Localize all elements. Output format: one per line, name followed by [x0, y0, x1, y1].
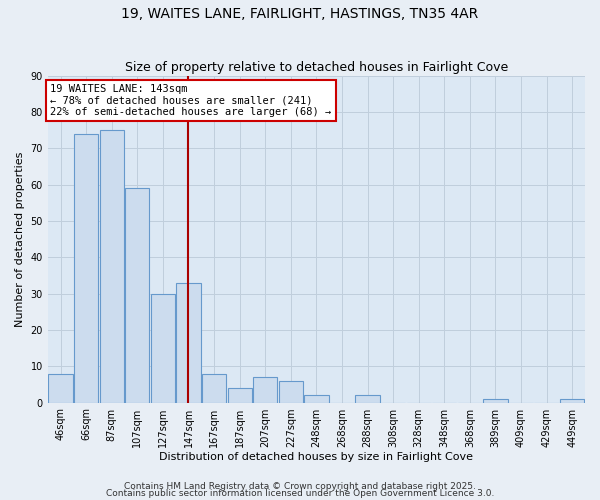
X-axis label: Distribution of detached houses by size in Fairlight Cove: Distribution of detached houses by size …	[160, 452, 473, 462]
Bar	[125, 188, 149, 402]
Bar	[227, 388, 252, 402]
Y-axis label: Number of detached properties: Number of detached properties	[15, 152, 25, 327]
Bar	[560, 399, 584, 402]
Text: Contains HM Land Registry data © Crown copyright and database right 2025.: Contains HM Land Registry data © Crown c…	[124, 482, 476, 491]
Bar	[304, 396, 329, 402]
Text: 19 WAITES LANE: 143sqm
← 78% of detached houses are smaller (241)
22% of semi-de: 19 WAITES LANE: 143sqm ← 78% of detached…	[50, 84, 332, 117]
Title: Size of property relative to detached houses in Fairlight Cove: Size of property relative to detached ho…	[125, 62, 508, 74]
Bar	[484, 399, 508, 402]
Bar	[151, 294, 175, 403]
Bar	[49, 374, 73, 402]
Bar	[74, 134, 98, 402]
Bar	[253, 377, 277, 402]
Bar	[278, 381, 303, 402]
Text: 19, WAITES LANE, FAIRLIGHT, HASTINGS, TN35 4AR: 19, WAITES LANE, FAIRLIGHT, HASTINGS, TN…	[121, 8, 479, 22]
Bar	[100, 130, 124, 402]
Bar	[202, 374, 226, 402]
Text: Contains public sector information licensed under the Open Government Licence 3.: Contains public sector information licen…	[106, 489, 494, 498]
Bar	[176, 282, 200, 403]
Bar	[355, 396, 380, 402]
